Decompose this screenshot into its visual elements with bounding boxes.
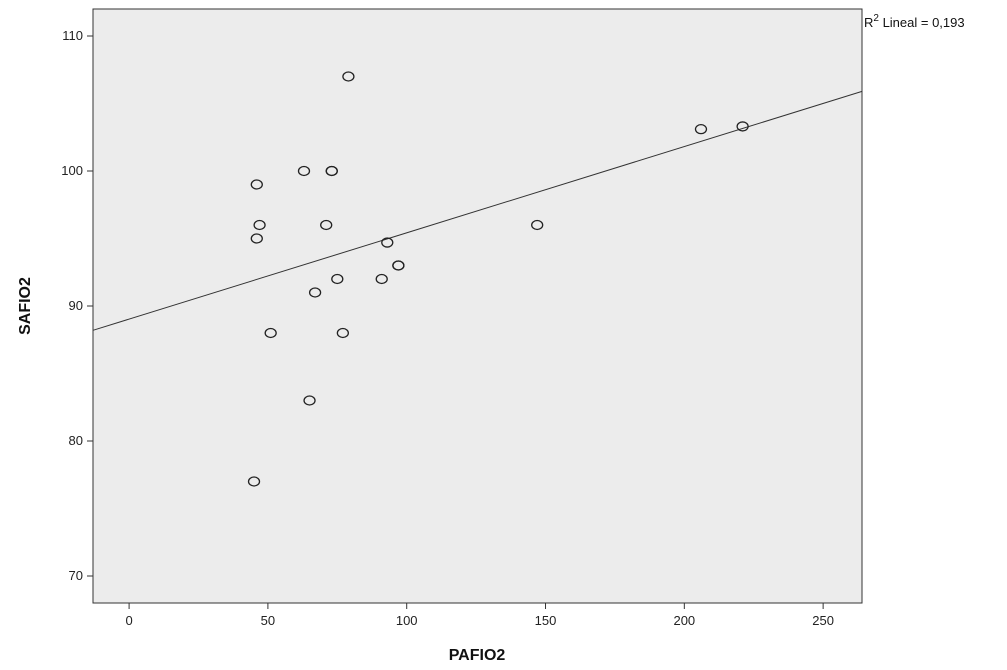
data-point [325, 165, 338, 177]
data-point [297, 165, 311, 177]
data-point [250, 233, 263, 244]
x-tick-label: 100 [396, 613, 418, 628]
data-point [375, 273, 388, 285]
data-point [264, 327, 277, 339]
y-tick-label: 70 [69, 568, 83, 583]
data-points [247, 71, 749, 487]
data-point [694, 123, 708, 135]
data-point [336, 327, 350, 339]
data-point [247, 476, 261, 487]
data-point [331, 273, 344, 285]
data-point [531, 219, 544, 231]
fit-line [92, 90, 863, 331]
y-axis: 70 80 90 100 110 [61, 28, 93, 583]
y-tick-label: 100 [61, 163, 83, 178]
data-point [392, 260, 405, 271]
data-point [253, 219, 266, 231]
plot-area [92, 8, 863, 604]
data-point [250, 179, 263, 190]
x-tick-label: 150 [535, 613, 557, 628]
r-squared-annotation: R2 Lineal = 0,193 [864, 13, 965, 30]
x-axis-title: PAFIO2 [449, 647, 506, 664]
data-point [303, 395, 316, 406]
data-point [320, 219, 333, 231]
data-point [342, 71, 355, 82]
y-axis-title: SAFIO2 [17, 277, 34, 335]
x-tick-label: 200 [673, 613, 695, 628]
y-tick-label: 90 [69, 298, 83, 313]
data-point [308, 287, 322, 298]
x-tick-label: 250 [812, 613, 834, 628]
x-axis: 0 50 100 150 200 250 [125, 603, 834, 628]
x-tick-label: 50 [261, 613, 275, 628]
x-tick-label: 0 [125, 613, 132, 628]
data-point [736, 121, 749, 132]
data-point [381, 237, 394, 248]
y-tick-label: 110 [62, 28, 83, 43]
y-tick-label: 80 [69, 433, 83, 448]
